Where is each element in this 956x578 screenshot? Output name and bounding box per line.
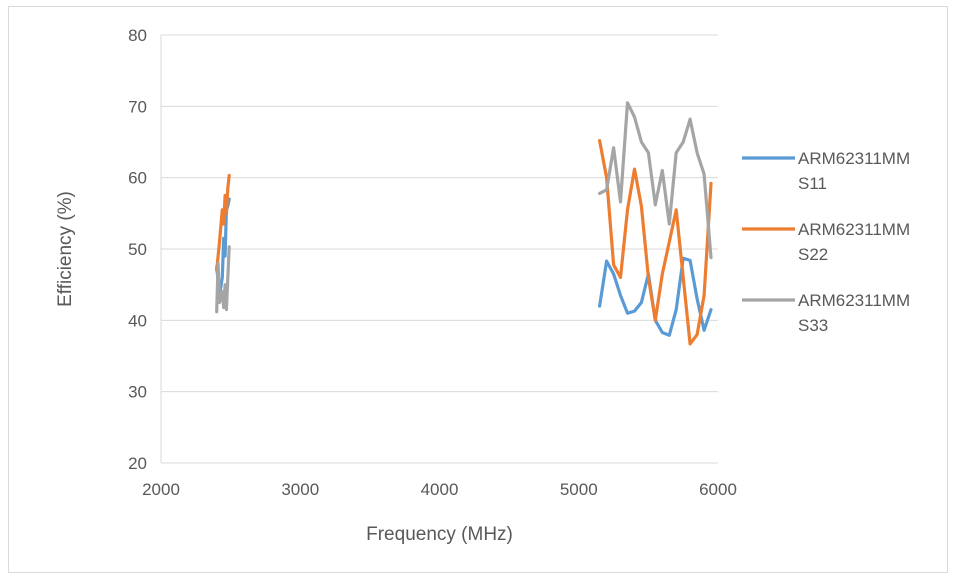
series-lines <box>215 101 713 346</box>
x-tick-label: 4000 <box>421 480 459 499</box>
x-tick-label: 6000 <box>699 480 737 499</box>
series-line-2-2ghz-band <box>215 173 231 272</box>
legend-label: S11 <box>798 174 827 193</box>
axes: 20 30 40 50 60 70 80 2000 3000 4000 5000 6000 <box>128 26 737 499</box>
x-tick-label: 5000 <box>560 480 598 499</box>
legend-label: S33 <box>798 316 828 335</box>
x-tick-label: 2000 <box>142 480 180 499</box>
series-line-3-2ghz-band <box>215 245 231 314</box>
x-tick-label: 3000 <box>281 480 319 499</box>
gridlines <box>161 34 718 464</box>
y-tick-label: 80 <box>128 26 147 45</box>
chart-area: 20 30 40 50 60 70 80 2000 3000 4000 5000 6000 ARM62… <box>8 6 948 573</box>
legend-label: S22 <box>798 245 828 264</box>
y-tick-label: 50 <box>128 240 147 259</box>
legend-label: ARM62311MM <box>798 149 910 168</box>
y-tick-label: 60 <box>128 169 147 188</box>
y-tick-label: 30 <box>128 383 147 402</box>
y-tick-label: 40 <box>128 311 147 330</box>
y-axis-title: Efficiency (%) <box>55 191 76 307</box>
series-line-2-5ghz-band <box>597 139 713 346</box>
series-line-3-5ghz-band <box>597 101 713 260</box>
x-axis-title: Frequency (MHz) <box>366 524 513 545</box>
efficiency-chart: 20 30 40 50 60 70 80 2000 3000 4000 5000 6000 ARM62… <box>55 26 910 545</box>
legend: ARM62311MM S11 ARM62311MM S22 ARM62311MM S33 <box>742 149 910 335</box>
y-tick-label: 20 <box>128 454 147 473</box>
legend-label: ARM62311MM <box>798 220 910 239</box>
legend-label: ARM62311MM <box>798 291 910 310</box>
y-tick-label: 70 <box>128 97 147 116</box>
